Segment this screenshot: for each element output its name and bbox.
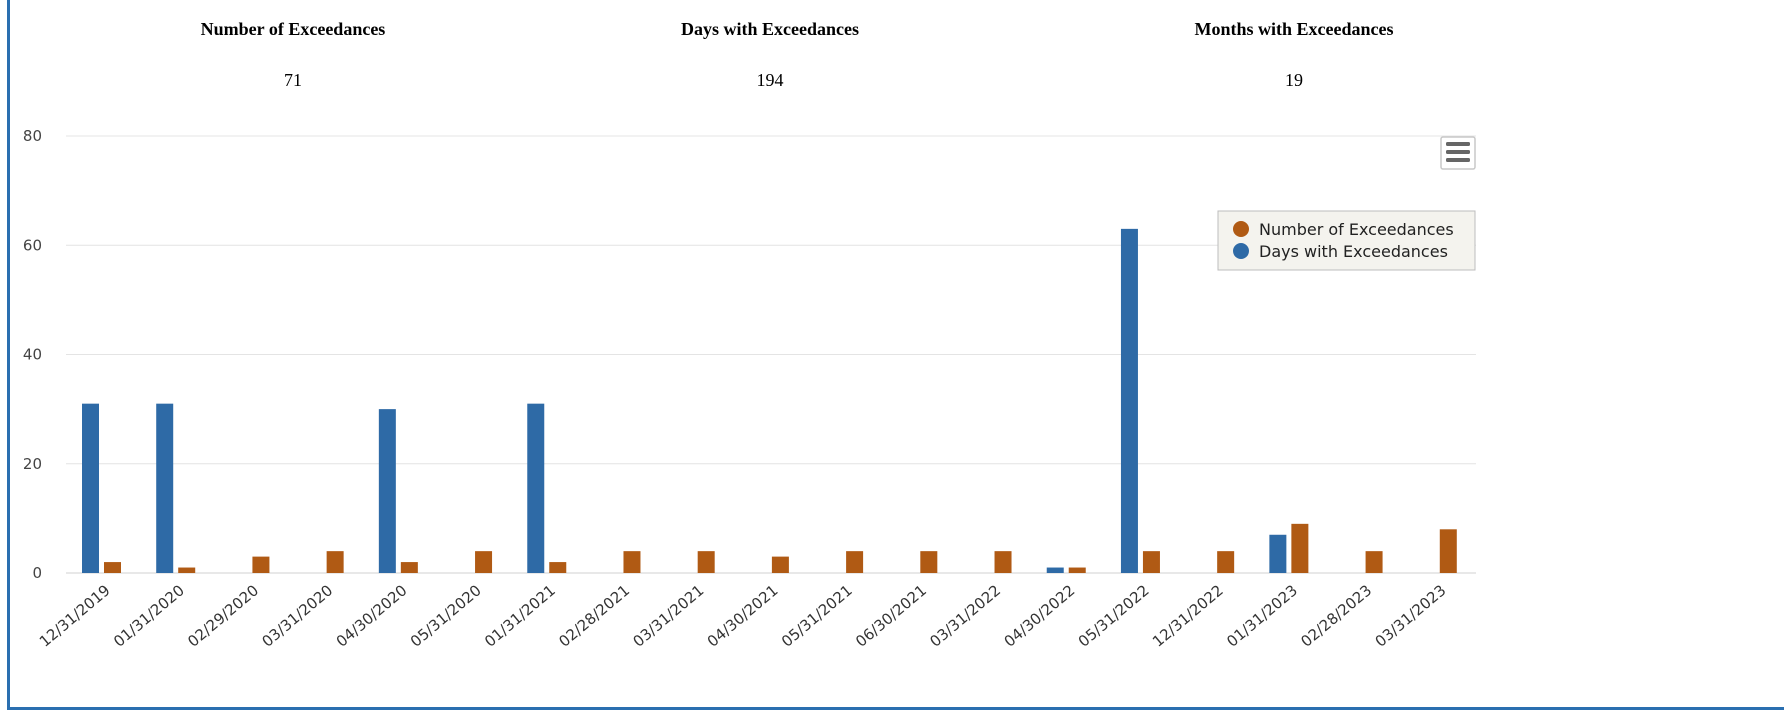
legend-box (1217, 210, 1476, 271)
x-tick-label: 04/30/2021 (704, 581, 782, 650)
summary-label: Days with Exceedances (681, 19, 859, 39)
bar-number-of-exceedances[interactable] (178, 567, 196, 573)
legend-entry[interactable]: Days with Exceedances (1259, 242, 1448, 261)
bar-number-of-exceedances[interactable] (1439, 529, 1457, 573)
bar-days-with-exceedances[interactable] (82, 403, 99, 573)
x-tick-label: 02/29/2020 (184, 581, 262, 650)
x-tick-label: 05/31/2022 (1075, 581, 1153, 650)
legend-marker (1233, 243, 1249, 259)
x-tick-label: 06/30/2021 (852, 581, 930, 650)
bar-number-of-exceedances[interactable] (475, 551, 493, 573)
bar-days-with-exceedances[interactable] (1120, 228, 1138, 574)
summary-label: Number of Exceedances (200, 19, 386, 39)
bar-number-of-exceedances[interactable] (920, 551, 938, 573)
y-tick-label: 40 (23, 346, 42, 364)
y-tick-label: 80 (23, 127, 42, 145)
x-tick-label: 04/30/2022 (1001, 581, 1079, 650)
y-axis: 0 20 40 60 80 (23, 127, 42, 582)
bar-number-of-exceedances[interactable] (400, 562, 418, 573)
chart-menu-button[interactable] (1440, 136, 1476, 170)
grid-lines (66, 135, 1476, 574)
x-tick-label: 03/31/2022 (926, 581, 1004, 650)
bar-number-of-exceedances[interactable] (252, 556, 270, 573)
bar-number-of-exceedances[interactable] (1365, 551, 1383, 573)
bar-number-of-exceedances[interactable] (1291, 523, 1309, 573)
x-tick-label: 03/31/2021 (630, 581, 708, 650)
bar-number-of-exceedances[interactable] (697, 551, 715, 573)
bar-number-of-exceedances[interactable] (771, 556, 789, 573)
bar-number-of-exceedances[interactable] (994, 551, 1012, 573)
bar-days-with-exceedances[interactable] (1046, 567, 1064, 573)
bar-number-of-exceedances[interactable] (326, 551, 344, 573)
summary-value: 71 (284, 70, 302, 90)
legend: Number of Exceedances Days with Exceedanc… (1217, 210, 1476, 271)
x-tick-label: 01/31/2023 (1223, 581, 1301, 650)
x-tick-label: 01/31/2020 (110, 581, 188, 650)
bar-number-of-exceedances[interactable] (1217, 551, 1235, 573)
bar-number-of-exceedances[interactable] (549, 562, 567, 573)
legend-entry[interactable]: Number of Exceedances (1259, 220, 1454, 239)
y-tick-label: 20 (23, 455, 42, 473)
x-tick-label: 05/31/2021 (778, 581, 856, 650)
chart-frame (7, 0, 1784, 710)
x-tick-label: 01/31/2021 (481, 581, 559, 650)
bar-days-with-exceedances[interactable] (1269, 534, 1287, 573)
y-tick-label: 0 (32, 564, 42, 582)
bar-days-with-exceedances[interactable] (527, 403, 545, 573)
bar-days-with-exceedances[interactable] (156, 403, 174, 573)
bar-number-of-exceedances[interactable] (1142, 551, 1160, 573)
x-tick-label: 02/28/2021 (555, 581, 633, 650)
x-tick-label: 05/31/2020 (407, 581, 485, 650)
bar-number-of-exceedances[interactable] (104, 562, 121, 573)
x-tick-label: 03/31/2020 (258, 581, 336, 650)
x-tick-label: 02/28/2023 (1297, 581, 1375, 650)
summary-value: 194 (756, 70, 784, 90)
hamburger-menu-icon (1446, 142, 1470, 162)
bar-number-of-exceedances[interactable] (623, 551, 641, 573)
x-tick-label: 12/31/2022 (1149, 581, 1227, 650)
x-tick-label: 04/30/2020 (333, 581, 411, 650)
bar-number-of-exceedances[interactable] (846, 551, 864, 573)
summary-label: Months with Exceedances (1194, 19, 1394, 39)
bars (82, 228, 1457, 574)
summary-value: 19 (1285, 70, 1303, 90)
y-tick-label: 60 (23, 236, 42, 254)
bar-number-of-exceedances[interactable] (1068, 567, 1086, 573)
legend-marker (1233, 221, 1249, 237)
x-axis: 12/31/201901/31/202002/29/202003/31/2020… (36, 581, 1450, 650)
x-tick-label: 03/31/2023 (1372, 581, 1450, 650)
bar-days-with-exceedances[interactable] (378, 409, 396, 573)
x-tick-label: 12/31/2019 (36, 581, 114, 650)
